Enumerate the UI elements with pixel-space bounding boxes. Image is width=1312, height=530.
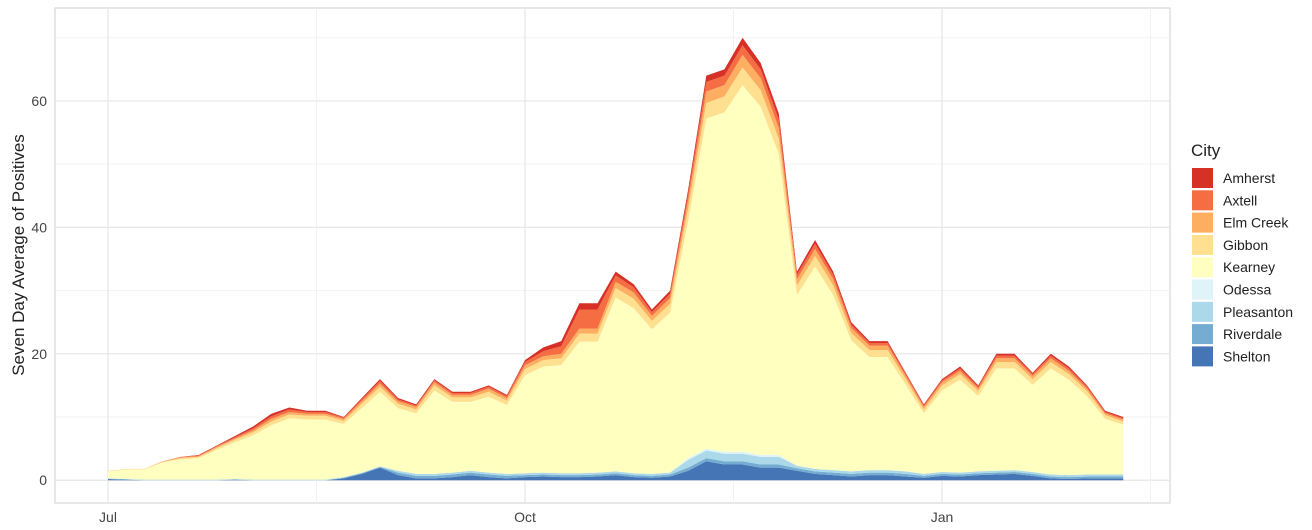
legend-label: Axtell (1223, 192, 1257, 208)
legend: City Amherst Axtell Elm Creek Gibbon Kearney… (1191, 141, 1293, 367)
area (108, 450, 1124, 481)
areas (108, 37, 1124, 481)
y-tick-label: 60 (31, 93, 47, 109)
y-tick-label: 0 (39, 472, 47, 488)
x-tick-label: Oct (514, 509, 536, 525)
legend-swatch (1192, 257, 1213, 278)
y-tick-label: 40 (31, 219, 47, 235)
legend-label: Odessa (1223, 282, 1271, 298)
legend-label: Amherst (1223, 170, 1275, 186)
legend-label: Kearney (1223, 259, 1275, 275)
legend-label: Elm Creek (1223, 215, 1289, 231)
area (108, 458, 1124, 481)
area (108, 85, 1124, 480)
legend-swatch (1192, 346, 1213, 367)
legend-swatch (1192, 212, 1213, 233)
legend-title: City (1191, 141, 1221, 160)
legend-label: Gibbon (1223, 237, 1268, 253)
legend-label: Pleasanton (1223, 304, 1293, 320)
y-tick-label: 20 (31, 346, 47, 362)
legend-swatch (1192, 279, 1213, 300)
x-tick-label: Jan (931, 509, 954, 525)
legend-swatch (1192, 301, 1213, 322)
legend-swatch (1192, 324, 1213, 345)
y-axis-label: Seven Day Average of Positives (9, 134, 28, 376)
axes: 0 20 40 60 Jul Oct Jan (31, 93, 953, 525)
legend-label: Shelton (1223, 348, 1270, 364)
legend-swatch (1192, 234, 1213, 255)
area (108, 461, 1124, 481)
x-tick-label: Jul (99, 509, 117, 525)
legend-swatch (1192, 168, 1213, 188)
legend-label: Riverdale (1223, 326, 1282, 342)
legend-swatch (1192, 190, 1213, 211)
